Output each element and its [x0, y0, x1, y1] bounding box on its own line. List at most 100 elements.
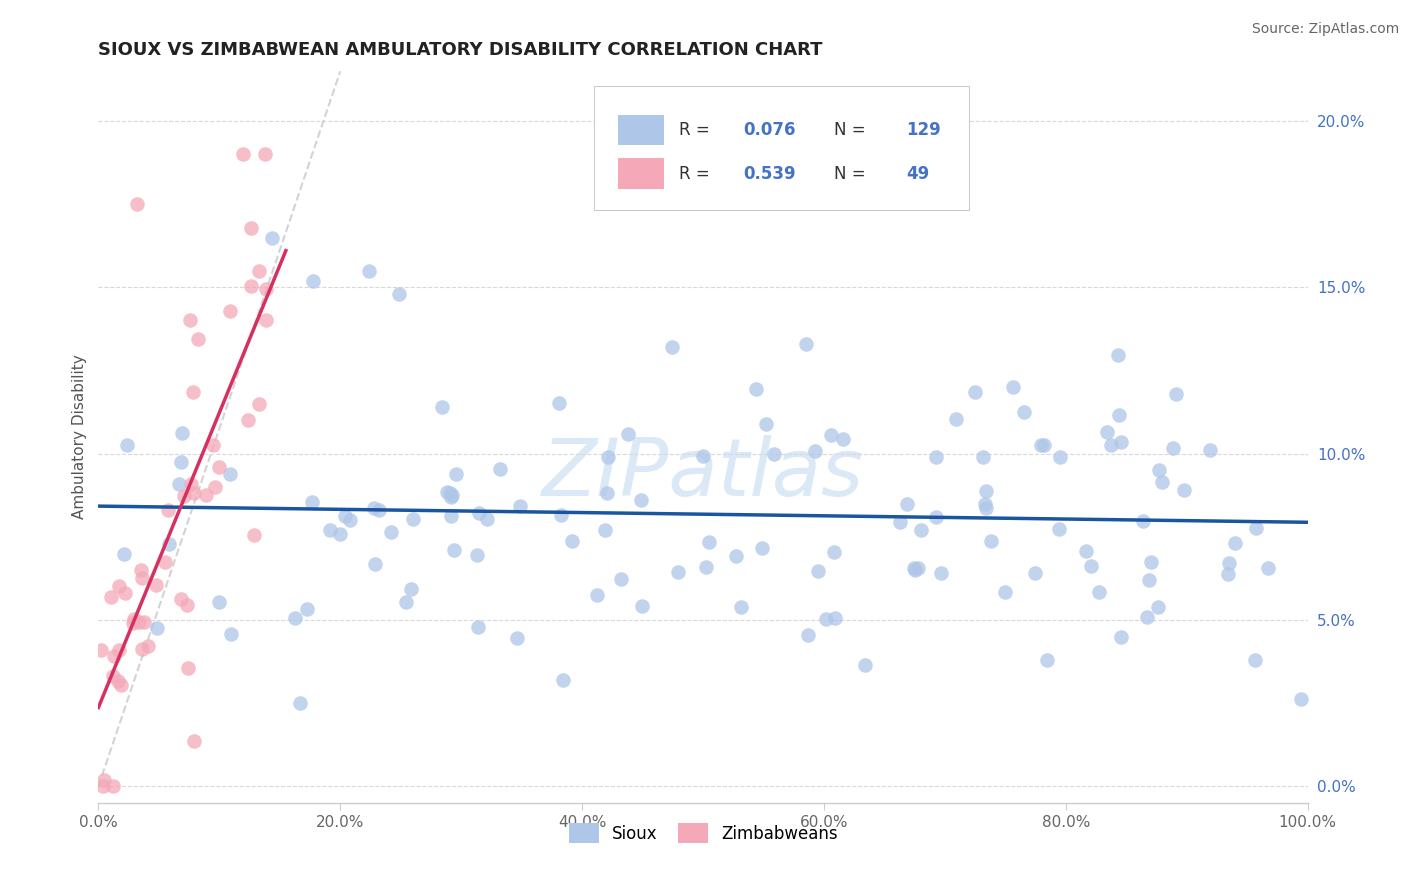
Point — [107, 673, 129, 688]
Point — [122, 615, 145, 630]
Point — [93, 772, 115, 787]
Point — [548, 396, 571, 410]
Point — [467, 620, 489, 634]
Point — [238, 412, 260, 426]
Point — [585, 588, 607, 602]
Point — [239, 221, 262, 235]
Point — [692, 449, 714, 463]
Text: R =: R = — [679, 121, 710, 139]
Point — [907, 561, 929, 575]
FancyBboxPatch shape — [595, 86, 969, 211]
Point — [1047, 522, 1070, 536]
Point — [138, 639, 160, 653]
Point — [156, 503, 179, 517]
Point — [243, 528, 266, 542]
Point — [561, 534, 583, 549]
Point — [183, 733, 205, 747]
Point — [617, 427, 640, 442]
Point — [90, 643, 112, 657]
Point — [697, 534, 720, 549]
Point — [1225, 535, 1247, 549]
Point — [803, 443, 825, 458]
Point — [797, 628, 820, 642]
Point — [254, 282, 277, 296]
Point — [368, 503, 391, 517]
Point — [301, 495, 323, 509]
Point — [187, 332, 209, 346]
Point — [208, 460, 231, 475]
Point — [395, 594, 418, 608]
Point — [744, 382, 766, 396]
Point — [1012, 405, 1035, 419]
Point — [122, 612, 145, 626]
Text: SIOUX VS ZIMBABWEAN AMBULATORY DISABILITY CORRELATION CHART: SIOUX VS ZIMBABWEAN AMBULATORY DISABILIT… — [98, 41, 823, 59]
Point — [204, 480, 226, 494]
Point — [232, 147, 254, 161]
Point — [260, 230, 283, 244]
Point — [593, 523, 616, 537]
Point — [1109, 631, 1132, 645]
Point — [208, 595, 231, 609]
Text: 49: 49 — [905, 165, 929, 183]
Point — [509, 499, 531, 513]
Point — [221, 626, 243, 640]
Point — [173, 489, 195, 503]
Point — [253, 147, 276, 161]
Point — [1109, 434, 1132, 449]
Point — [202, 438, 225, 452]
Point — [1198, 442, 1220, 457]
Point — [219, 304, 242, 318]
Point — [796, 337, 818, 351]
Point — [284, 611, 307, 625]
Point — [318, 523, 340, 537]
Point — [814, 612, 837, 626]
Point — [103, 668, 125, 682]
Point — [290, 697, 312, 711]
Point — [167, 477, 190, 491]
Point — [249, 263, 271, 277]
Point — [127, 197, 149, 211]
Point — [974, 483, 997, 498]
Point — [363, 501, 385, 516]
Point — [489, 462, 512, 476]
Point — [896, 497, 918, 511]
Point — [247, 397, 270, 411]
Point — [1166, 387, 1188, 401]
Point — [180, 477, 202, 491]
Point — [112, 547, 135, 561]
Point — [117, 438, 139, 452]
Point — [931, 566, 953, 580]
Point — [903, 561, 925, 575]
Text: N =: N = — [834, 121, 865, 139]
Point — [444, 467, 467, 482]
Point — [195, 488, 218, 502]
Text: 129: 129 — [905, 121, 941, 139]
Point — [108, 579, 131, 593]
Point — [945, 412, 967, 426]
Point — [1216, 567, 1239, 582]
Point — [1257, 561, 1279, 575]
Point — [129, 563, 152, 577]
Point — [329, 527, 352, 541]
Text: 0.539: 0.539 — [742, 165, 796, 183]
Point — [972, 450, 994, 465]
Point — [910, 523, 932, 537]
Point — [807, 564, 830, 578]
Text: R =: R = — [679, 165, 710, 183]
Point — [661, 340, 683, 354]
Point — [218, 467, 240, 481]
Point — [170, 425, 193, 440]
Point — [364, 558, 387, 572]
Point — [110, 678, 132, 692]
Point — [853, 657, 876, 672]
Point — [145, 578, 167, 592]
Point — [1095, 425, 1118, 439]
Point — [551, 673, 574, 687]
Point — [1173, 483, 1195, 497]
Point — [974, 500, 997, 515]
Point — [465, 548, 488, 562]
Point — [823, 545, 845, 559]
Point — [103, 648, 125, 663]
Point — [1099, 438, 1122, 452]
Text: ZIPatlas: ZIPatlas — [541, 434, 865, 513]
